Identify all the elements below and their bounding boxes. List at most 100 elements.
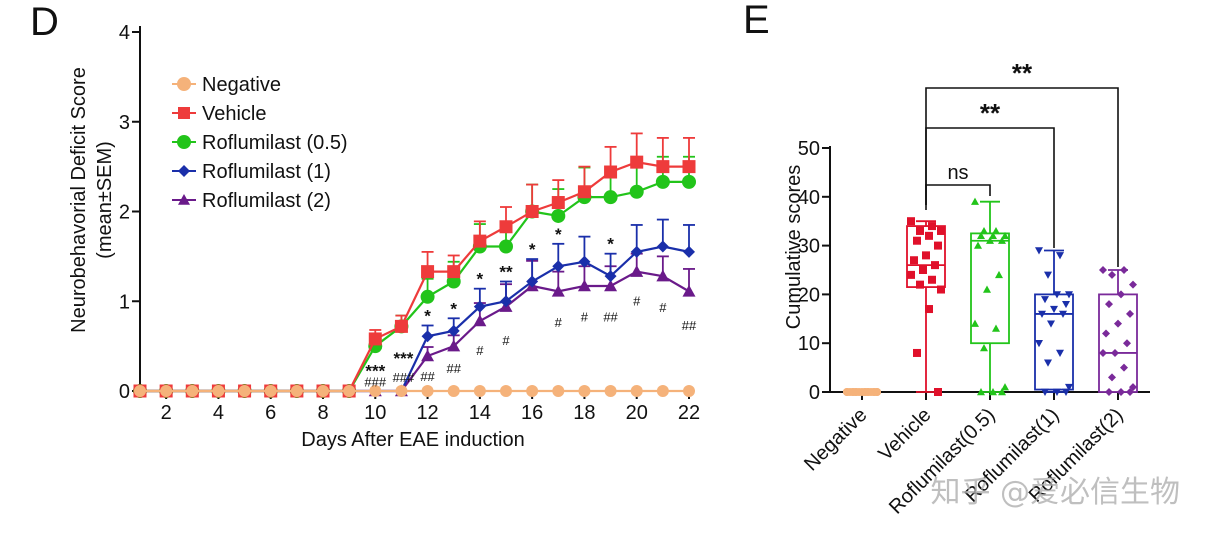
data-point (992, 226, 1000, 235)
data-point (630, 265, 644, 277)
data-point (447, 265, 461, 279)
data-point (913, 348, 921, 357)
data-point (473, 234, 487, 248)
data-point (1041, 296, 1049, 304)
data-point (604, 385, 617, 397)
data-point (983, 285, 991, 293)
panel-e-boxes (843, 197, 1138, 396)
panel-d-x-tick-label: 4 (213, 402, 224, 424)
data-point (604, 270, 617, 283)
significance-star: * (450, 299, 457, 318)
data-point (630, 155, 644, 169)
data-point (656, 160, 670, 174)
significance-bracket (925, 87, 1119, 267)
data-point (630, 245, 643, 258)
data-point (500, 385, 512, 397)
data-point (989, 231, 997, 240)
data-point (1065, 291, 1073, 299)
significance-hash: ## (446, 361, 461, 376)
significance-star: * (555, 225, 562, 244)
data-point (1114, 319, 1122, 328)
panel-d-x-tick-label: 16 (521, 402, 543, 424)
data-point (1053, 388, 1061, 396)
significance-hash: ## (682, 318, 697, 333)
data-point (1126, 388, 1134, 396)
data-point (989, 388, 997, 396)
data-point (1035, 247, 1043, 255)
data-point (1038, 310, 1046, 318)
data-point (937, 226, 945, 235)
data-point (1099, 348, 1107, 357)
data-point (977, 388, 985, 396)
data-point (1105, 300, 1113, 309)
data-point (1062, 388, 1070, 396)
data-point (1044, 271, 1052, 279)
data-point (264, 385, 277, 397)
legend-label: Roflumilast (2) (202, 190, 331, 212)
panel-e-x-tick-label: Negative (800, 404, 871, 475)
data-point (1035, 340, 1043, 348)
panel-d-legend: Negative Vehicle Roflumilast (0.5) Roflumil… (172, 74, 348, 212)
data-point (870, 388, 878, 396)
data-point (447, 339, 461, 352)
data-point (238, 385, 251, 397)
panel-d-x-tick-label: 6 (265, 402, 276, 424)
data-point (500, 295, 512, 308)
data-point (919, 266, 927, 274)
data-point (1001, 383, 1009, 391)
panel-d-x-tick-label: 20 (626, 402, 648, 424)
significance-star: *** (365, 362, 385, 381)
data-point (421, 330, 434, 343)
data-point (368, 332, 382, 346)
significance-hash: # (581, 310, 589, 325)
data-point (394, 319, 408, 333)
panel-e: E Cumulative scores 0 10 20 30 40 50 Negative V… (743, 0, 1150, 519)
data-point (916, 280, 924, 289)
data-point (186, 385, 199, 397)
data-point (980, 226, 988, 235)
legend-label: Roflumilast (0.5) (202, 132, 348, 154)
data-point (1099, 266, 1107, 274)
significance-hash: ### (393, 370, 415, 385)
data-point (447, 385, 460, 397)
data-point (1044, 359, 1052, 367)
panel-e-y-tick-label: 40 (798, 187, 820, 209)
data-point (1117, 290, 1125, 299)
data-point (922, 251, 930, 260)
data-point (578, 385, 591, 397)
significance-hash: ## (603, 310, 618, 325)
legend-marker (178, 107, 190, 119)
data-point (290, 385, 303, 397)
box-roflumilast-1- (1034, 247, 1074, 396)
data-point (604, 279, 618, 292)
data-point (1056, 252, 1064, 260)
data-point (1053, 291, 1061, 299)
panel-e-y-tick-label: 50 (798, 138, 820, 160)
data-point (1117, 388, 1125, 396)
panel-d-x-tick-label: 10 (364, 402, 386, 424)
data-point (1108, 373, 1116, 382)
panel-e-ylabel: Cumulative scores (783, 165, 805, 330)
data-point (1001, 231, 1009, 240)
significance-label: ** (1012, 58, 1033, 88)
data-point (421, 349, 435, 362)
data-point (971, 319, 979, 327)
data-point (998, 236, 1006, 244)
data-point (1102, 329, 1110, 338)
panel-e-label: E (743, 0, 770, 42)
data-point (552, 260, 565, 273)
data-point (928, 222, 936, 231)
data-point (937, 285, 945, 294)
significance-hash: ## (420, 369, 435, 384)
data-point (499, 220, 513, 234)
data-point (1050, 305, 1058, 314)
data-point (421, 385, 434, 397)
data-point (551, 196, 565, 210)
data-point (526, 385, 539, 397)
significance-hash: # (476, 343, 484, 358)
data-point (913, 236, 921, 245)
panel-d-xlabel: Days After EAE induction (301, 429, 524, 451)
data-point (682, 174, 696, 189)
data-point (526, 275, 539, 288)
data-point (395, 385, 408, 397)
